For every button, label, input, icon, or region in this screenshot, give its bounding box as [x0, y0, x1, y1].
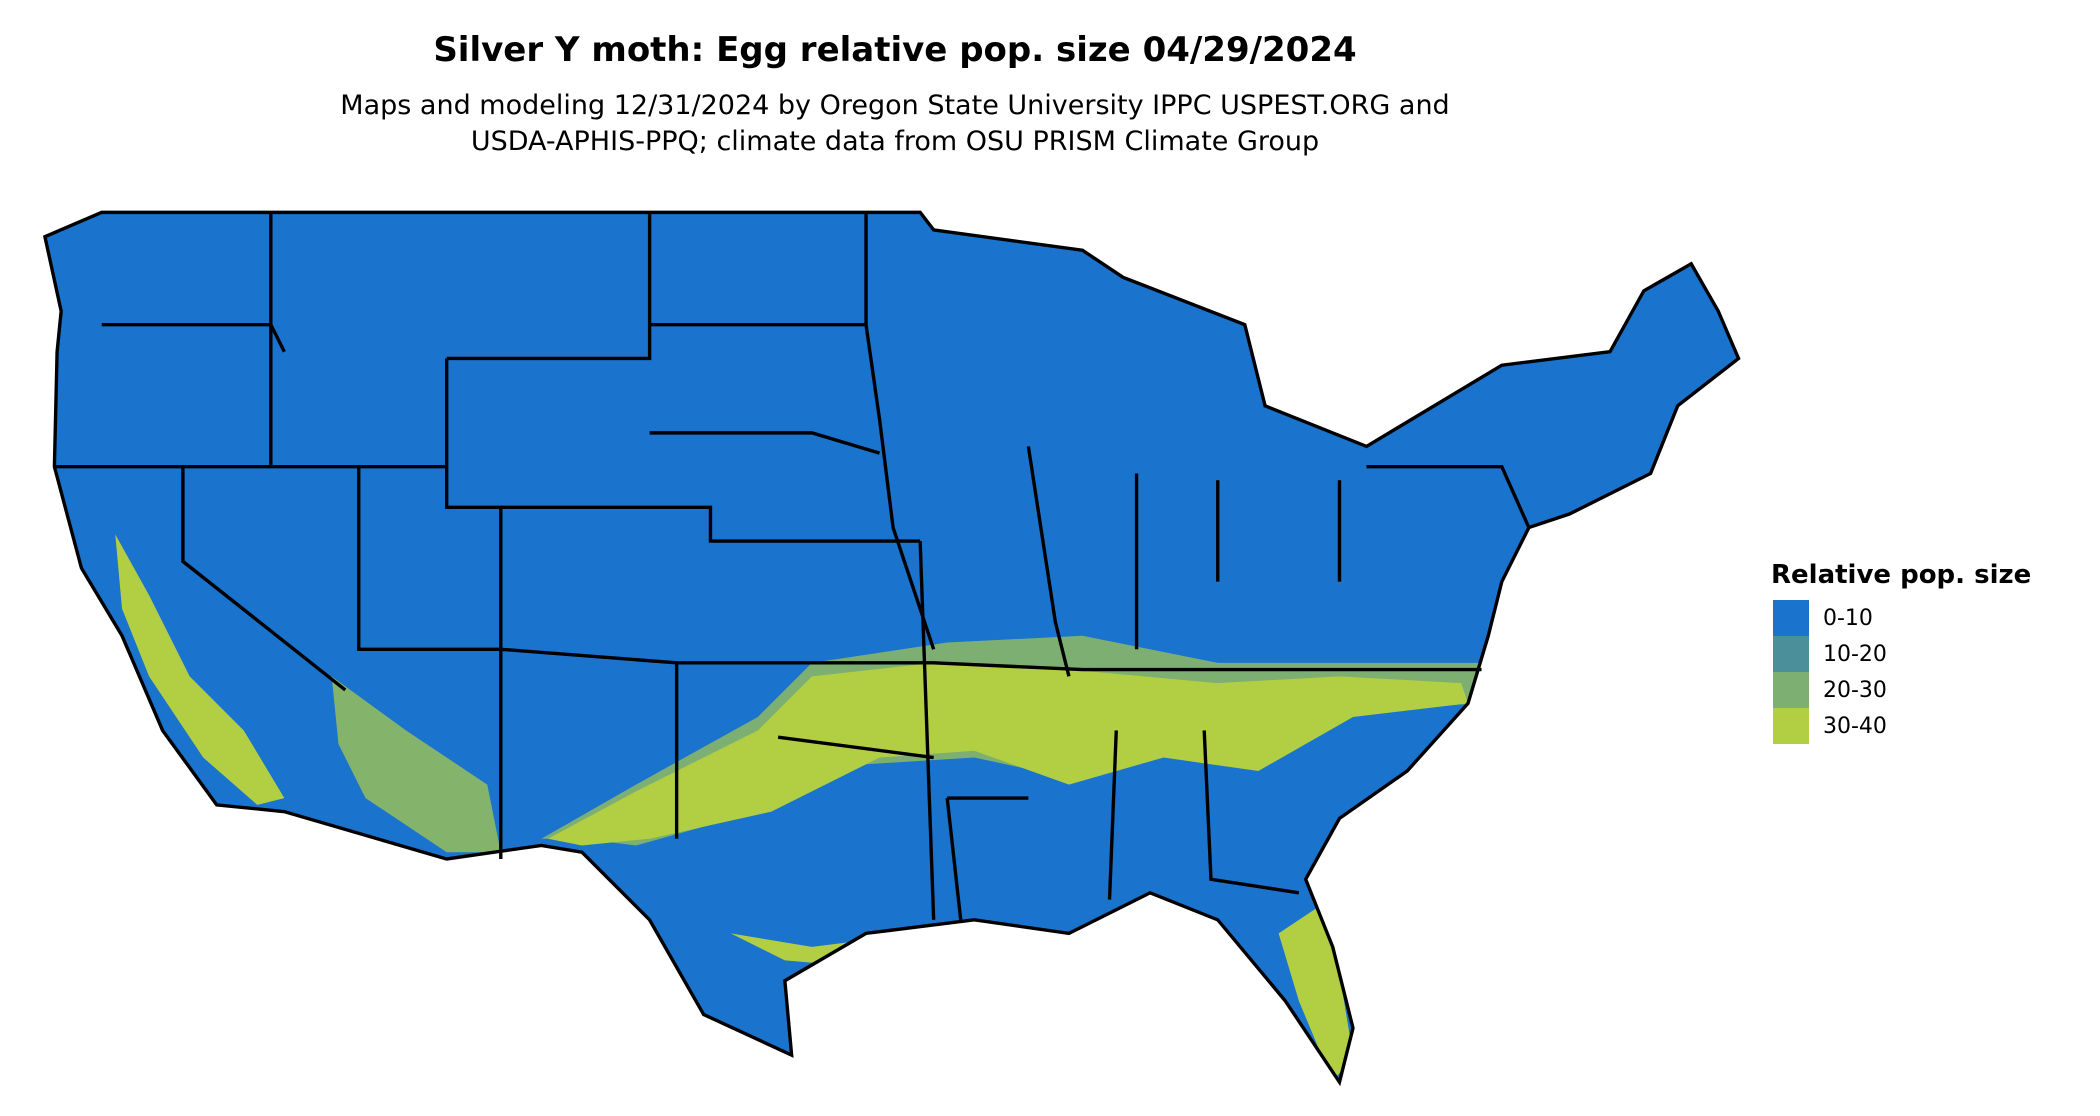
legend-swatch — [1773, 708, 1809, 744]
legend-item: 30-40 — [1773, 708, 2031, 744]
legend-item: 0-10 — [1773, 600, 2031, 636]
legend: Relative pop. size 0-10 10-20 20-30 30-4… — [1771, 560, 2032, 744]
state-borders — [43, 210, 1741, 1084]
band-30-40-california — [115, 534, 285, 805]
legend-swatch — [1773, 600, 1809, 636]
legend-label: 30-40 — [1823, 713, 1887, 739]
legend-label: 20-30 — [1823, 677, 1887, 703]
map-subtitle-line1: Maps and modeling 12/31/2024 by Oregon S… — [340, 90, 1450, 121]
legend-title: Relative pop. size — [1771, 560, 2032, 590]
legend-label: 10-20 — [1823, 641, 1887, 667]
legend-swatch — [1773, 636, 1809, 672]
legend-swatch — [1773, 672, 1809, 708]
band-30-40-arizona — [331, 676, 501, 853]
legend-item: 20-30 — [1773, 672, 2031, 708]
band-30-40-florida — [1278, 906, 1354, 1083]
band-30-40-south — [548, 662, 1468, 846]
map-subtitle-line2: USDA-APHIS-PPQ; climate data from OSU PR… — [470, 126, 1320, 157]
legend-label: 0-10 — [1823, 605, 1873, 631]
legend-item: 10-20 — [1773, 636, 2031, 672]
map-title: Silver Y moth: Egg relative pop. size 04… — [433, 30, 1357, 70]
